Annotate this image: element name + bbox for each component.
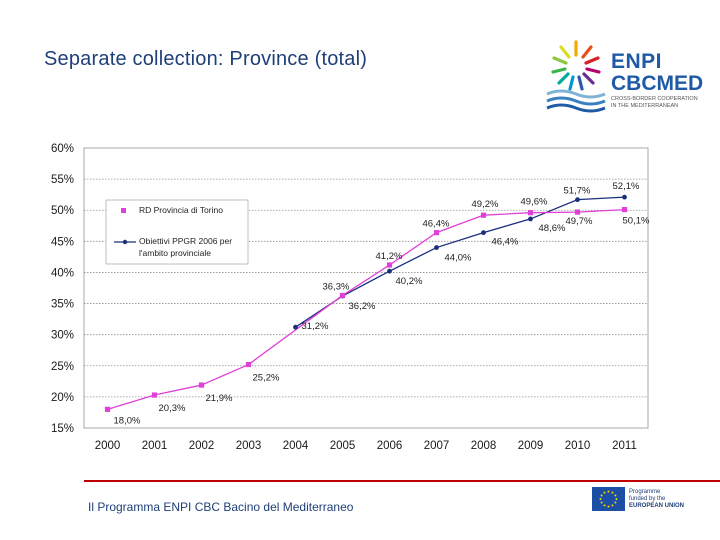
y-tick-label: 20% (51, 392, 74, 404)
data-label-obiettivi: 48,6% (539, 223, 566, 234)
logo-tagline-2: IN THE MEDITERRANEAN (611, 103, 679, 109)
point-rd (104, 406, 111, 412)
sun-emblem-icon (546, 40, 606, 113)
x-tick-label: 2005 (330, 440, 356, 452)
data-label-obiettivi: 40,2% (396, 276, 423, 287)
point-obiettivi (481, 230, 486, 236)
point-rd (527, 210, 534, 216)
y-tick-label: 30% (51, 330, 74, 342)
data-label-rd: 46,4% (423, 219, 450, 230)
data-label-rd: 50,1% (623, 216, 650, 227)
x-tick-label: 2001 (142, 440, 168, 452)
y-tick-label: 60% (51, 143, 74, 155)
y-tick-label: 25% (51, 361, 74, 373)
data-label-rd: 36,3% (323, 281, 350, 292)
eu-line-3: EUROPEAN UNION (629, 503, 684, 510)
logo-cbcmed-text: CBCMED (611, 72, 704, 95)
enpi-cbcmed-logo: ENPI CBCMED CROSS-BORDER COOPERATION IN … (545, 38, 705, 120)
y-tick-label: 15% (51, 423, 74, 435)
data-label-rd: 49,2% (472, 199, 499, 210)
footer-divider (84, 480, 720, 482)
point-obiettivi (528, 216, 533, 222)
x-tick-label: 2007 (424, 440, 450, 452)
footer-text: Il Programma ENPI CBC Bacino del Mediter… (88, 500, 354, 514)
eu-flag-icon (592, 487, 625, 511)
data-label-obiettivi: 46,4% (492, 237, 519, 248)
x-tick-label: 2002 (189, 440, 215, 452)
legend-marker-rd (121, 208, 126, 213)
plot-area (83, 147, 649, 429)
data-label-rd: 49,7% (566, 216, 593, 227)
data-label-rd: 21,9% (206, 393, 233, 404)
point-rd (433, 230, 440, 236)
x-tick-label: 2004 (283, 440, 309, 452)
y-tick-label: 55% (51, 174, 74, 186)
point-rd (151, 392, 158, 398)
eu-line-1: Programme (629, 489, 661, 495)
data-label-rd: 25,2% (253, 373, 280, 384)
y-tick-label: 45% (51, 236, 74, 248)
point-obiettivi (434, 245, 439, 250)
data-label-rd: 41,2% (376, 251, 403, 262)
series-line-obiettivi (295, 196, 625, 328)
point-rd (480, 212, 487, 218)
y-tick-label: 35% (51, 299, 74, 311)
x-tick-label: 2011 (612, 440, 637, 452)
point-rd (198, 382, 205, 388)
data-label-obiettivi: 44,0% (445, 253, 472, 264)
logo-enpi-text: ENPI (611, 50, 663, 73)
legend-label-obiettivi: Obiettivi PPGR 2006 per l'ambito provinci… (139, 236, 232, 258)
data-label-rd: 20,3% (159, 403, 186, 414)
x-tick-label: 2009 (518, 440, 544, 452)
point-obiettivi (622, 194, 627, 200)
x-tick-label: 2006 (377, 440, 403, 452)
legend-box (105, 199, 249, 265)
y-tick-label: 40% (51, 267, 74, 279)
x-tick-label: 2008 (471, 440, 497, 452)
data-label-rd: 49,6% (521, 197, 548, 208)
y-tick-label: 50% (51, 205, 74, 217)
eu-line-2: funded by the (629, 496, 666, 502)
legend-marker-obiettivi (122, 239, 128, 245)
point-rd (621, 207, 628, 213)
logo-tagline: CROSS-BORDER COOPERATION IN THE MEDITERR… (611, 96, 711, 110)
separate-collection-line-chart: 15% 20% 25% 30% 35% 40% 45% 50% 55% 60% 2000 2001 20… (51, 143, 650, 452)
data-label-obiettivi: 36,2% (349, 301, 376, 312)
point-obiettivi (575, 197, 580, 203)
slide-title: Separate collection: Province (total) (44, 48, 368, 70)
eu-logo-text: Programme funded by the EUROPEAN UNION (629, 489, 684, 510)
point-rd (386, 262, 393, 268)
point-rd (574, 209, 581, 215)
eu-logo: Programme funded by the EUROPEAN UNION (592, 487, 692, 513)
data-label-rd: 18,0% (114, 415, 141, 426)
point-rd (245, 361, 252, 368)
data-label-obiettivi: 31,2% (302, 321, 329, 332)
x-tick-label: 2003 (236, 440, 262, 452)
data-label-obiettivi: 51,7% (564, 186, 591, 197)
x-tick-label: 2000 (95, 440, 121, 452)
x-tick-label: 2010 (565, 440, 591, 452)
legend-label-rd: RD Provincia di Torino (139, 205, 223, 215)
point-obiettivi (387, 268, 392, 274)
eu-line-3-bold: EUROPEAN UNION (629, 503, 685, 509)
point-obiettivi (293, 324, 298, 330)
data-label-obiettivi: 52,1% (613, 181, 640, 192)
point-rd (339, 292, 346, 299)
logo-tagline-1: CROSS-BORDER COOPERATION (611, 96, 698, 102)
